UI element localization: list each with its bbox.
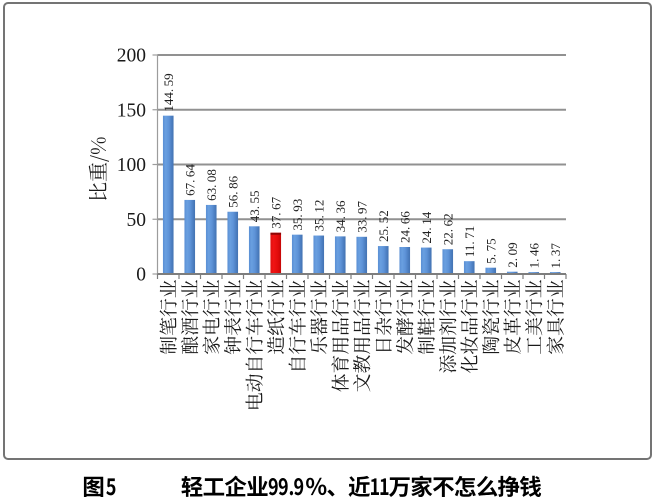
- svg-text:50: 50: [127, 210, 147, 231]
- svg-text:0: 0: [136, 265, 146, 286]
- svg-text:33. 97: 33. 97: [354, 200, 369, 232]
- svg-text:24. 66: 24. 66: [397, 211, 412, 243]
- svg-text:67. 64: 67. 64: [182, 164, 197, 196]
- svg-text:35. 93: 35. 93: [290, 199, 305, 231]
- svg-text:150: 150: [117, 100, 146, 121]
- svg-text:1. 37: 1. 37: [548, 243, 563, 269]
- svg-text:5. 75: 5. 75: [483, 238, 498, 263]
- svg-text:37. 67: 37. 67: [268, 196, 283, 228]
- svg-text:200: 200: [117, 46, 146, 67]
- svg-text:43. 55: 43. 55: [247, 190, 262, 222]
- svg-text:22. 62: 22. 62: [440, 213, 455, 245]
- svg-text:1. 46: 1. 46: [526, 243, 541, 269]
- svg-text:63. 08: 63. 08: [204, 169, 219, 201]
- svg-text:100: 100: [117, 155, 146, 176]
- svg-text:11. 71: 11. 71: [462, 226, 477, 257]
- svg-text:35. 12: 35. 12: [311, 200, 326, 232]
- svg-text:2. 09: 2. 09: [505, 242, 520, 267]
- svg-text:34. 36: 34. 36: [333, 200, 348, 232]
- svg-text:24. 14: 24. 14: [419, 211, 434, 243]
- svg-text:25. 52: 25. 52: [376, 210, 391, 242]
- svg-text:56. 86: 56. 86: [225, 175, 240, 207]
- svg-text:144. 59: 144. 59: [161, 73, 176, 111]
